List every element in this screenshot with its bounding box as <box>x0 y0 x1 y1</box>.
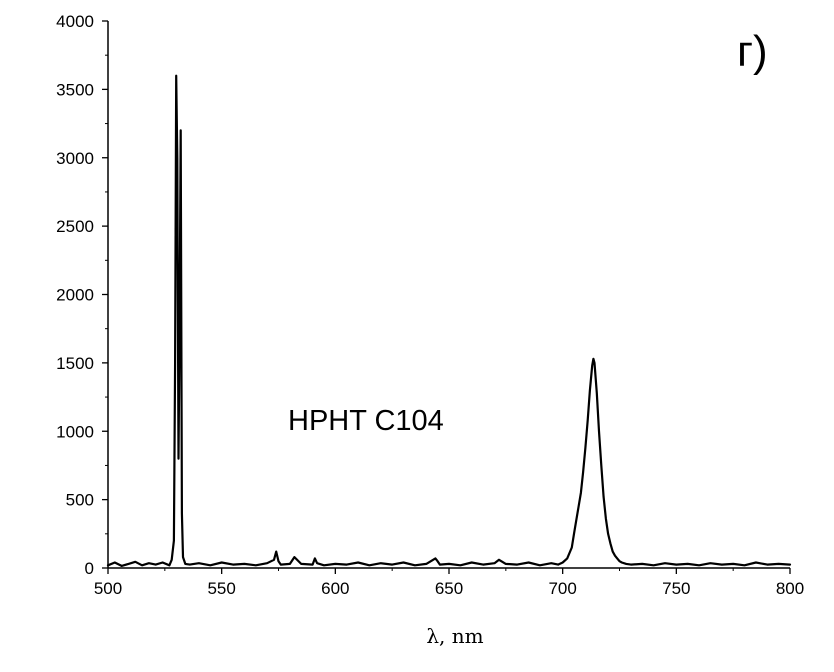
sample-annotation: HPHT C104 <box>288 405 444 437</box>
y-tick-label: 0 <box>85 559 94 578</box>
spectrum-line <box>106 74 792 568</box>
x-tick-label: 550 <box>207 579 235 598</box>
x-tick-label: 650 <box>435 579 463 598</box>
y-tick-label: 2000 <box>56 286 94 305</box>
panel-label: г) <box>737 27 768 76</box>
y-axis: 0 500 1000 1500 2000 2500 3000 3500 4000 <box>56 12 109 578</box>
y-tick-label: 2500 <box>56 217 94 236</box>
x-tick-label: 600 <box>321 579 349 598</box>
x-tick-label: 800 <box>776 579 804 598</box>
x-axis-title: λ, nm <box>426 624 483 648</box>
y-tick-label: 3000 <box>56 149 94 168</box>
x-tick-label: 500 <box>94 579 122 598</box>
x-tick-label: 750 <box>662 579 690 598</box>
y-tick-label: 1000 <box>56 422 94 441</box>
y-tick-label: 3500 <box>56 80 94 99</box>
y-tick-label: 500 <box>66 491 94 510</box>
x-tick-label: 700 <box>548 579 576 598</box>
y-tick-label: 1500 <box>56 354 94 373</box>
y-tick-label: 4000 <box>56 12 94 31</box>
plot-area <box>106 74 792 568</box>
x-axis: 500 550 600 650 700 750 800 <box>94 567 804 598</box>
